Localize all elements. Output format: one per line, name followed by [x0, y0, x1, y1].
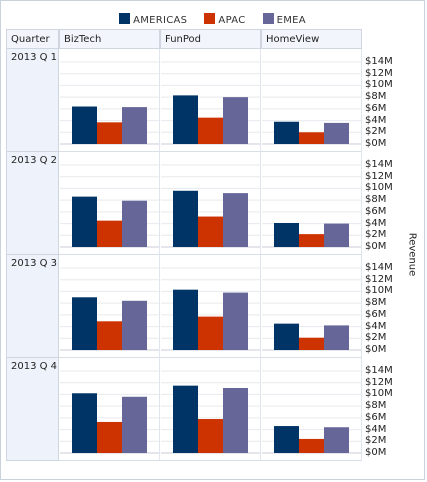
bar-apac-biztech-q3[interactable] [97, 321, 122, 350]
cell-4-homeview [261, 358, 362, 461]
cell-3-homeview [261, 255, 362, 358]
bar-apac-homeview-q3[interactable] [299, 337, 324, 350]
y-tick-label: $0M [365, 138, 387, 149]
bar-apac-funpod-q3[interactable] [198, 316, 223, 350]
bar-emea-funpod-q2[interactable] [223, 193, 248, 247]
bar-americas-homeview-q3[interactable] [274, 323, 299, 350]
bar-americas-homeview-q1[interactable] [274, 121, 299, 144]
y-tick-label: $6M [365, 102, 387, 114]
cell-3-biztech [59, 255, 160, 358]
bar-emea-funpod-q1[interactable] [223, 97, 248, 144]
y-tick-label: $12M [365, 170, 393, 182]
y-tick-label: $8M [365, 91, 387, 103]
row-header-1: 2013 Q 1 [6, 49, 59, 152]
bar-americas-homeview-q2[interactable] [274, 222, 299, 247]
row-header-2: 2013 Q 2 [6, 152, 59, 255]
bar-americas-biztech-q4[interactable] [72, 393, 97, 453]
y-tick-label: $2M [365, 126, 387, 138]
bar-americas-funpod-q3[interactable] [173, 289, 198, 350]
column-header-homeview: HomeView [261, 29, 362, 49]
bar-americas-biztech-q1[interactable] [72, 106, 97, 144]
bar-apac-funpod-q4[interactable] [198, 419, 223, 453]
y-tick-label: $10M [365, 79, 393, 91]
bar-apac-biztech-q2[interactable] [97, 220, 122, 247]
row-header-title: Quarter [6, 29, 59, 49]
y-tick-label: $4M [365, 320, 387, 332]
bar-apac-homeview-q4[interactable] [299, 438, 324, 453]
y-tick-label: $10M [365, 285, 393, 297]
y-tick-label: $2M [365, 435, 387, 447]
bar-emea-homeview-q4[interactable] [324, 427, 349, 453]
y-tick-label: $6M [365, 205, 387, 217]
bar-apac-funpod-q1[interactable] [198, 117, 223, 144]
cell-4-funpod [160, 358, 261, 461]
cell-2-homeview [261, 152, 362, 255]
y-tick-label: $14M [365, 56, 393, 67]
bar-emea-homeview-q1[interactable] [324, 122, 349, 144]
bar-emea-biztech-q1[interactable] [122, 107, 147, 144]
cell-2-funpod [160, 152, 261, 255]
y-tick-label: $8M [365, 400, 387, 412]
y-tick-label: $8M [365, 194, 387, 206]
cell-3-funpod [160, 255, 261, 358]
bar-emea-biztech-q3[interactable] [122, 300, 147, 350]
cell-1-homeview [261, 49, 362, 152]
legend: AMERICAS APAC EMEA [1, 8, 424, 26]
y-tick-label: $10M [365, 182, 393, 194]
legend-swatch-apac [204, 13, 216, 24]
cell-1-funpod [160, 49, 261, 152]
column-header-biztech: BizTech [59, 29, 160, 49]
bar-americas-biztech-q2[interactable] [72, 196, 97, 247]
bar-apac-funpod-q2[interactable] [198, 216, 223, 247]
bar-apac-homeview-q1[interactable] [299, 132, 324, 144]
cell-1-biztech [59, 49, 160, 152]
legend-swatch-americas [119, 13, 131, 24]
bar-emea-funpod-q3[interactable] [223, 292, 248, 350]
bar-apac-homeview-q2[interactable] [299, 234, 324, 247]
cell-2-biztech [59, 152, 160, 255]
y-tick-label: $14M [365, 262, 393, 273]
y-tick-label: $12M [365, 273, 393, 285]
y-tick-label: $0M [365, 344, 387, 355]
y-tick-label: $12M [365, 67, 393, 79]
bar-americas-funpod-q4[interactable] [173, 385, 198, 453]
y-tick-label: $14M [365, 159, 393, 170]
bar-americas-homeview-q4[interactable] [274, 426, 299, 453]
column-header-funpod: FunPod [160, 29, 261, 49]
y-tick-label: $14M [365, 365, 393, 376]
y-tick-label: $2M [365, 229, 387, 241]
y-tick-label: $12M [365, 376, 393, 388]
y-tick-label: $6M [365, 308, 387, 320]
bar-emea-funpod-q4[interactable] [223, 387, 248, 453]
y-axis-title: Revenue [406, 232, 418, 277]
bar-apac-biztech-q1[interactable] [97, 122, 122, 144]
bar-emea-homeview-q2[interactable] [324, 223, 349, 247]
y-tick-label: $4M [365, 217, 387, 229]
y-tick-label: $0M [365, 447, 387, 458]
bar-americas-funpod-q2[interactable] [173, 190, 198, 247]
row-header-3: 2013 Q 3 [6, 255, 59, 358]
bar-emea-biztech-q4[interactable] [122, 396, 147, 453]
y-tick-label: $4M [365, 423, 387, 435]
cell-4-biztech [59, 358, 160, 461]
y-tick-label: $6M [365, 411, 387, 423]
bars-canvas [60, 61, 361, 454]
bar-americas-funpod-q1[interactable] [173, 95, 198, 144]
legend-item-apac[interactable]: APAC [204, 13, 245, 28]
bar-americas-biztech-q3[interactable] [72, 297, 97, 350]
bar-emea-homeview-q3[interactable] [324, 325, 349, 350]
bar-emea-biztech-q2[interactable] [122, 200, 147, 247]
legend-swatch-emea [262, 13, 274, 24]
legend-item-americas[interactable]: AMERICAS [119, 13, 187, 28]
y-tick-label: $2M [365, 332, 387, 344]
y-tick-label: $4M [365, 114, 387, 126]
bar-apac-biztech-q4[interactable] [97, 421, 122, 453]
y-tick-label: $8M [365, 297, 387, 309]
y-tick-label: $10M [365, 388, 393, 400]
row-header-4: 2013 Q 4 [6, 358, 59, 461]
y-tick-label: $0M [365, 241, 387, 252]
legend-item-emea[interactable]: EMEA [262, 13, 306, 28]
